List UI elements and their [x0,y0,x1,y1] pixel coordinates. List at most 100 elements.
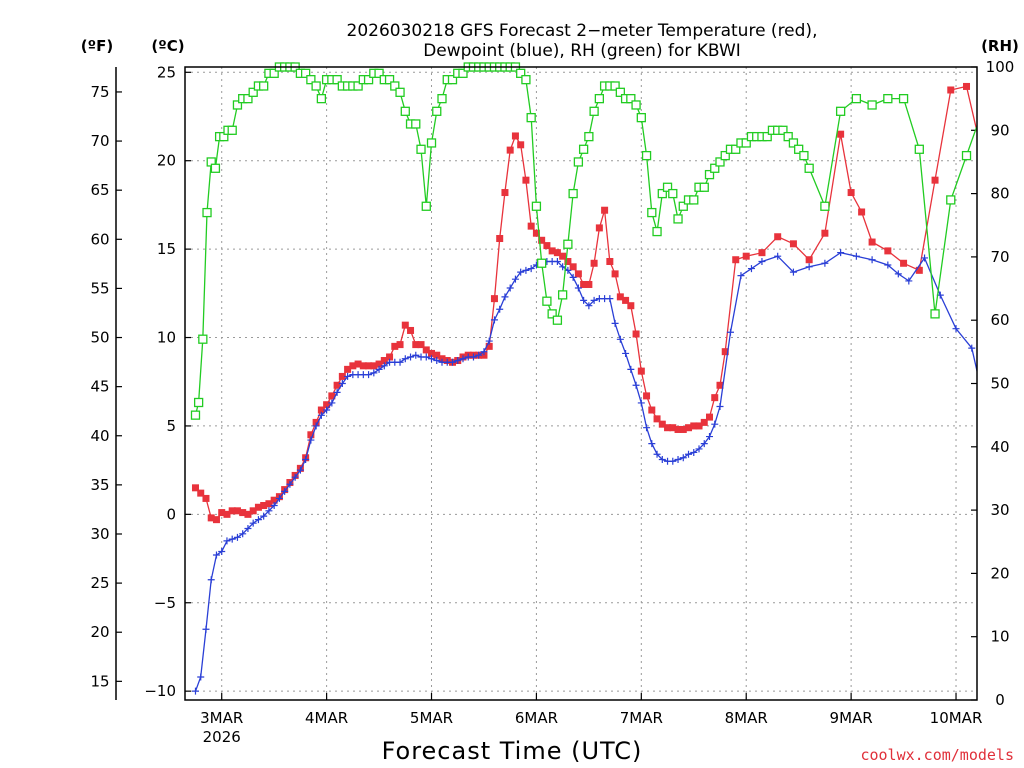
dew-point [291,473,299,481]
dew-point [884,261,892,269]
dew-point [433,357,441,365]
rh-point [332,75,342,85]
dew-point [868,256,876,264]
dew-point [669,457,677,465]
dew-point [747,265,755,273]
dew-point [233,533,241,541]
temp-point [197,489,205,497]
dew-point [852,252,860,260]
dew-point [517,268,525,276]
temp-point [538,236,546,244]
temp-point [323,401,331,409]
temp-point [700,418,708,426]
temp-point [963,82,971,90]
temp-point [317,406,325,414]
dew-point [469,353,477,361]
time-tick-label: 6MAR [515,709,558,727]
rh-point [799,150,809,161]
fahrenheit-axis: 15 20 25 30 35 40 45 50 55 60 65 70 75 [90,67,122,700]
temp-point [501,189,509,197]
celsius-axis: −10 −5 0 5 10 15 20 25 [144,63,191,700]
fahrenheit-tick-label: 40 [90,427,109,445]
rh-point [657,188,667,199]
rh-point [202,207,212,218]
temp-point [391,342,399,350]
rh-point [641,150,652,161]
temp-point [307,431,315,439]
dew-point [344,372,352,380]
celsius-tick-label: 5 [166,417,176,435]
dew-point [894,270,902,278]
rh-tick-label: 70 [990,248,1009,266]
temp-point [637,367,645,375]
rh-point [521,75,531,85]
rh-point [594,94,605,104]
temp-point [695,422,703,430]
fahrenheit-tick-label: 50 [90,329,109,347]
temp-point [585,280,593,288]
fahrenheit-tick-label: 35 [90,476,109,494]
dew-point [611,319,619,327]
dew-point [333,388,341,396]
rh-point [542,296,552,306]
rh-point [961,150,972,161]
dew-point [726,328,734,336]
temp-point [559,252,567,260]
rh-point [458,68,468,78]
rh-point [390,81,400,91]
dew-point [580,296,588,304]
rh-point [190,410,201,420]
rh-point [668,188,678,199]
celsius-tick-label: 25 [157,63,176,81]
dew-point [805,263,813,271]
rh-point [447,75,458,85]
rh-point [978,107,986,115]
temp-point [254,503,262,511]
temp-point [354,360,362,368]
temp-point [606,257,614,265]
rh-unit-label: (RH) [981,37,1019,55]
dew-point [737,272,745,280]
temp-point [233,507,241,515]
temp-point [900,259,908,267]
rh-point [794,144,804,154]
temp-point [648,406,656,414]
temp-point [239,509,247,517]
temp-point [669,424,677,432]
dew-point [281,487,289,495]
rh-point [193,397,204,408]
rh-point [416,144,426,154]
rh-point [673,214,683,224]
rh-point [227,125,237,135]
rh-point [820,201,830,211]
temp-point [564,257,572,265]
dew-point [679,454,687,462]
temp-point [758,249,766,257]
temp-point [433,351,441,359]
rh-point [300,68,311,78]
time-axis: 3MAR 4MAR 5MAR 6MAR 7MAR 8MAR 9MAR 10MAR 2026 [200,693,982,746]
chart-title-line1: 2026030218 GFS Forecast 2−meter Temperat… [347,21,818,41]
dew-point [527,265,535,273]
dew-point [480,348,488,356]
fahrenheit-tick-label: 20 [90,623,109,641]
rh-point [788,138,799,148]
rh-point [400,106,410,116]
dew-point [207,576,215,584]
dew-point [254,516,262,524]
temp-point [847,189,855,197]
time-tick-label: 5MAR [410,709,453,727]
dew-point [412,351,420,359]
rh-point [243,94,253,104]
rh-point [647,207,657,218]
temp-point [260,502,268,510]
rh-point [631,100,641,110]
fahrenheit-tick-label: 60 [90,230,109,248]
fahrenheit-tick-label: 70 [90,132,109,150]
temp-point [616,293,624,301]
dew-point [637,399,645,407]
temp-point [732,256,740,264]
dew-point [275,494,283,502]
temp-point [218,509,226,517]
rh-point [867,100,877,110]
